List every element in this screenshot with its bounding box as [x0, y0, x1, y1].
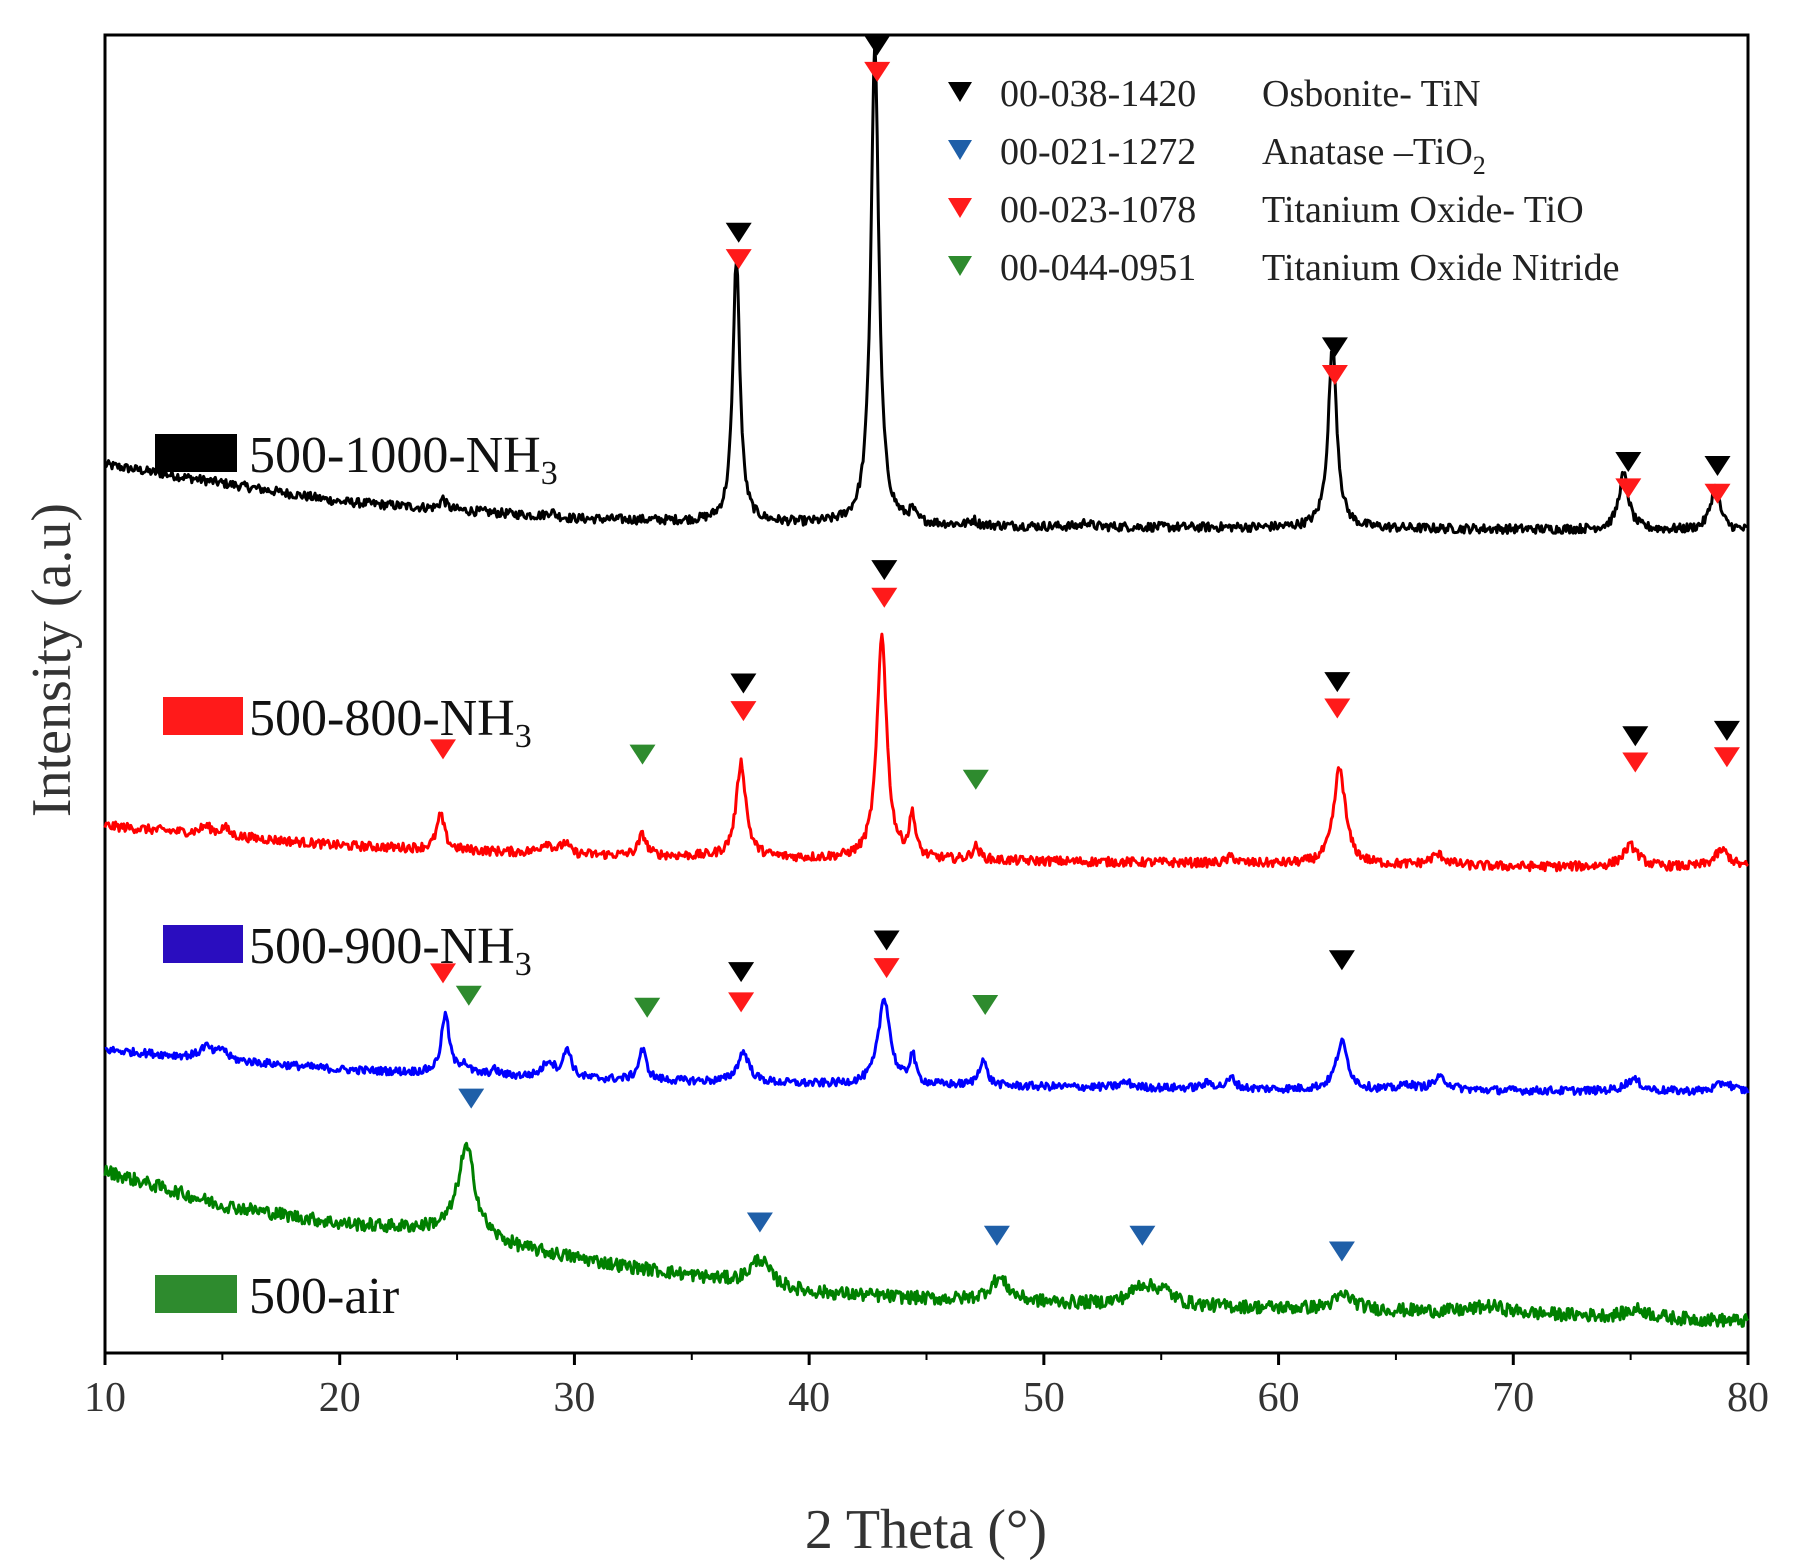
label-500-800-sub: 3 — [515, 718, 532, 755]
legend-marker-tio — [948, 198, 972, 218]
peak-marker — [1713, 720, 1740, 741]
x-tick-label: 30 — [553, 1375, 595, 1421]
legend-marker-anatase — [948, 140, 972, 160]
peak-marker — [1704, 456, 1731, 476]
peak-marker — [871, 560, 898, 581]
legend-name-tio: Titanium Oxide- TiO — [1262, 189, 1584, 231]
x-tick-label: 50 — [1023, 1375, 1065, 1421]
label-500-1000-sub: 3 — [541, 455, 558, 492]
peak-marker — [1324, 698, 1351, 719]
peak-marker — [972, 995, 999, 1015]
label-500-900-sub: 3 — [515, 946, 532, 983]
legend-item-tio: 00-023-1078 Titanium Oxide- TiO — [948, 189, 1584, 231]
y-axis-label: Intensity (a.u) — [21, 503, 83, 817]
legend-code-oxynitride: 00-044-0951 — [1000, 247, 1196, 289]
legend-name-oxynitride: Titanium Oxide Nitride — [1262, 247, 1619, 289]
peak-marker — [455, 985, 482, 1006]
legend-item-anatase: 00-021-1272 Anatase –TiO2 — [948, 131, 1486, 180]
label-500-air: 500-air — [249, 1268, 399, 1325]
label-500-900: 500-900-NH3 — [249, 918, 532, 983]
sample-label-500-900: 500-900-NH3 — [163, 918, 532, 983]
peak-marker — [864, 35, 891, 56]
peak-marker — [629, 744, 656, 765]
legend-item-tin: 00-038-1420 Osbonite- TiN — [948, 73, 1481, 115]
legend-item-oxynitride: 00-044-0951 Titanium Oxide Nitride — [948, 247, 1619, 289]
peak-marker — [962, 769, 989, 790]
legend-marker-oxynitride — [948, 256, 972, 276]
peak-marker — [1622, 752, 1649, 773]
peak-marker — [1622, 726, 1649, 747]
sample-label-500-1000: 500-1000-NH3 — [155, 427, 558, 492]
legend: 00-038-1420 Osbonite- TiN 00-021-1272 An… — [948, 73, 1619, 289]
x-tick-label: 40 — [788, 1375, 830, 1421]
peak-marker — [864, 61, 891, 82]
peak-marker — [1324, 672, 1351, 693]
peak-marker — [430, 739, 456, 760]
peak-marker — [873, 958, 900, 979]
peak-marker — [1713, 747, 1740, 768]
peak-marker — [1704, 483, 1731, 504]
swatch-500-1000 — [155, 434, 237, 472]
x-tick-label: 20 — [319, 1375, 361, 1421]
legend-code-tin: 00-038-1420 — [1000, 73, 1196, 115]
label-500-800-main: 500-800-NH — [249, 690, 515, 747]
swatch-500-900 — [163, 925, 243, 963]
legend-code-anatase: 00-021-1272 — [1000, 131, 1196, 173]
legend-name-anatase: Anatase –TiO2 — [1262, 131, 1486, 180]
peak-marker — [725, 249, 752, 270]
peak-marker — [1328, 1241, 1355, 1262]
peak-marker — [730, 701, 757, 722]
label-500-900-main: 500-900-NH — [249, 918, 515, 975]
peak-marker — [1129, 1225, 1156, 1246]
peak-marker — [725, 222, 752, 243]
peak-marker — [983, 1225, 1010, 1246]
peak-marker — [634, 997, 661, 1018]
label-500-800: 500-800-NH3 — [249, 690, 532, 755]
swatch-500-800 — [163, 697, 243, 735]
peak-marker — [1615, 478, 1642, 499]
peak-marker — [730, 673, 757, 694]
x-tick-label: 70 — [1492, 1375, 1534, 1421]
legend-marker-tin — [948, 82, 972, 102]
peak-marker — [1615, 452, 1642, 472]
peak-marker — [458, 1088, 485, 1109]
peak-marker — [1328, 950, 1355, 971]
series-line-500-1000-nh3 — [103, 38, 1749, 535]
sample-label-500-air: 500-air — [155, 1268, 399, 1325]
peak-marker — [728, 992, 755, 1013]
peak-marker — [1321, 337, 1348, 358]
peak-marker — [873, 930, 900, 951]
series-line-500-900-nh3 — [104, 997, 1750, 1097]
label-500-1000-main: 500-1000-NH — [249, 427, 541, 484]
x-axis-ticks: 10 20 30 40 50 60 70 80 — [84, 1353, 1769, 1421]
peak-marker — [430, 963, 456, 984]
x-tick-label: 10 — [84, 1375, 126, 1421]
series-line-500-800-nh3 — [103, 632, 1750, 873]
legend-name-anatase-main: Anatase –TiO — [1262, 131, 1473, 173]
swatch-500-air — [155, 1275, 237, 1313]
label-500-1000: 500-1000-NH3 — [249, 427, 558, 492]
x-tick-label: 80 — [1727, 1375, 1769, 1421]
legend-name-tin: Osbonite- TiN — [1262, 73, 1481, 115]
peak-marker — [1321, 365, 1348, 385]
peak-marker — [871, 587, 898, 608]
series-line-500-air — [103, 1141, 1750, 1328]
x-tick-label: 60 — [1258, 1375, 1300, 1421]
peak-markers — [430, 35, 1740, 1262]
x-axis-label: 2 Theta (°) — [805, 1499, 1047, 1561]
sample-label-500-800: 500-800-NH3 — [163, 690, 532, 755]
peak-marker — [746, 1212, 773, 1233]
legend-code-tio: 00-023-1078 — [1000, 189, 1196, 231]
series-layer — [103, 38, 1750, 1328]
legend-name-anatase-sub: 2 — [1473, 151, 1486, 180]
peak-marker — [728, 962, 755, 983]
